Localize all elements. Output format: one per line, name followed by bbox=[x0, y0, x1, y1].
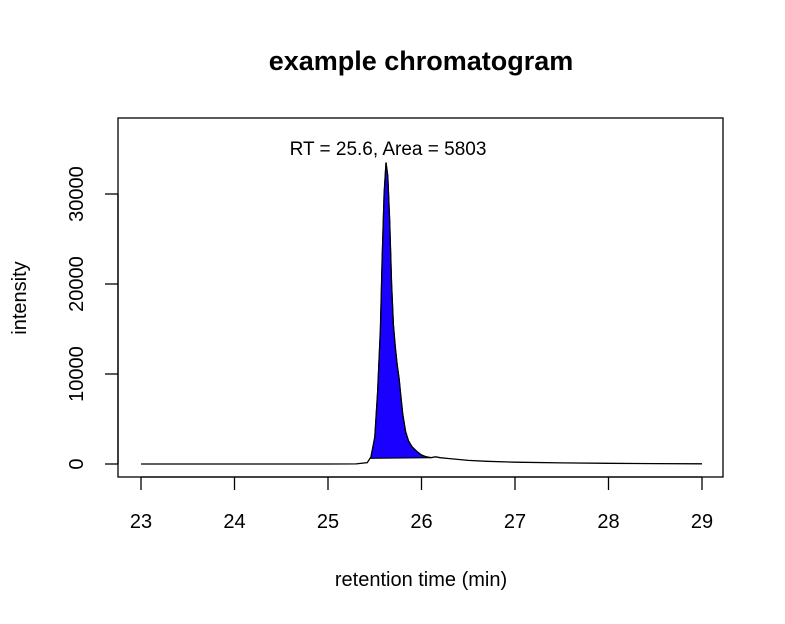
y-axis-label: intensity bbox=[9, 261, 31, 334]
y-tick-label: 10000 bbox=[66, 346, 88, 402]
x-axis-label: retention time (min) bbox=[335, 569, 507, 591]
y-tick-label: 0 bbox=[66, 458, 88, 469]
y-axis: 0 10000 20000 30000 bbox=[66, 166, 119, 470]
y-tick-label: 20000 bbox=[66, 256, 88, 312]
peak-area-layer bbox=[369, 162, 432, 459]
peak-annotation: RT = 25.6, Area = 5803 bbox=[290, 139, 487, 160]
x-tick-label: 28 bbox=[597, 511, 619, 533]
x-tick-label: 27 bbox=[504, 511, 526, 533]
trace-layer bbox=[141, 162, 703, 465]
chart-title: example chromatogram bbox=[269, 46, 574, 76]
x-tick-label: 26 bbox=[410, 511, 432, 533]
y-tick-label: 30000 bbox=[66, 166, 88, 222]
x-tick-label: 24 bbox=[223, 511, 245, 533]
peak-area bbox=[369, 162, 432, 459]
x-axis: 23 24 25 26 27 28 29 bbox=[130, 476, 713, 533]
chromatogram-trace bbox=[141, 162, 703, 465]
x-tick-label: 29 bbox=[691, 511, 713, 533]
x-tick-label: 23 bbox=[130, 511, 152, 533]
x-tick-label: 25 bbox=[317, 511, 339, 533]
plot-frame bbox=[117, 117, 724, 478]
